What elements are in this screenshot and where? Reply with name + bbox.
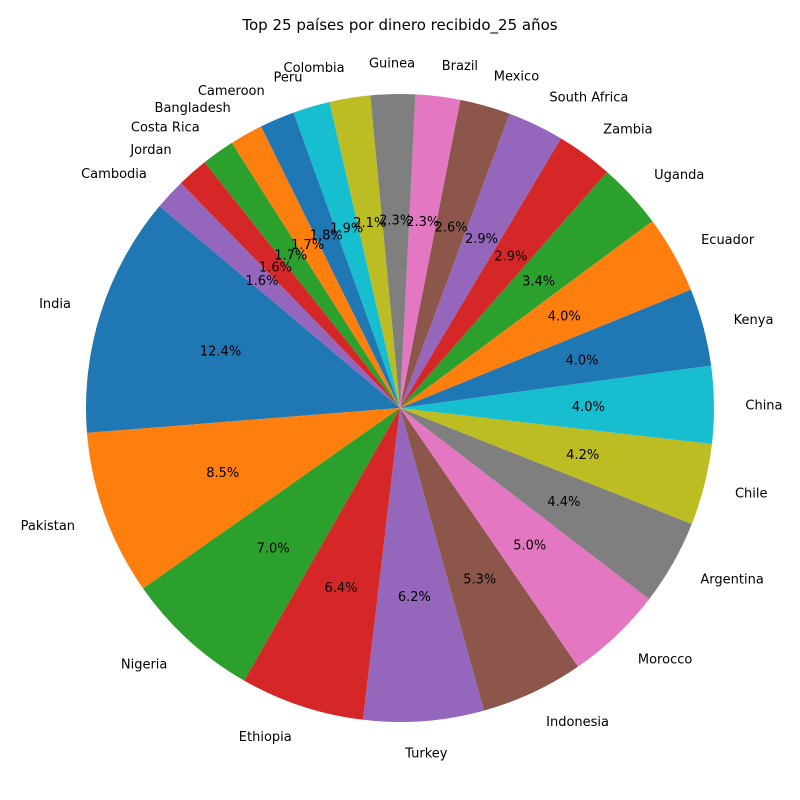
slice-label: Ecuador	[701, 233, 755, 248]
slice-label: Indonesia	[546, 715, 609, 730]
slice-percent-label: 8.5%	[206, 466, 239, 481]
slice-percent-label: 1.6%	[245, 274, 278, 289]
slice-label: China	[745, 398, 782, 413]
slice-percent-label: 2.3%	[406, 215, 439, 230]
slice-label: Argentina	[700, 573, 763, 588]
slice-percent-label: 6.4%	[324, 581, 357, 596]
pie-slice-china	[400, 365, 715, 445]
slice-percent-label: 5.3%	[463, 573, 496, 588]
slice-label: Turkey	[404, 746, 448, 761]
slice-label: Bangladesh	[155, 101, 231, 116]
slice-label: Brazil	[442, 59, 478, 74]
pie-slice-brazil	[400, 94, 461, 408]
slice-label: Zambia	[603, 123, 652, 138]
pie-slices	[85, 94, 715, 722]
pie-percent-labels: 12.4% 8.5% 7.0% 6.4% 6.2% 5.3% 5.0% 4.4% 4.2% 4.0…	[200, 214, 605, 605]
pie-slice-turkey	[363, 408, 484, 722]
slice-percent-label: 5.0%	[513, 539, 546, 554]
slice-label: Colombia	[284, 61, 345, 76]
pie-slice-guinea	[370, 94, 416, 409]
slice-percent-label: 6.2%	[398, 590, 431, 605]
slice-label: Jordan	[129, 143, 171, 158]
slice-percent-label: 1.7%	[274, 249, 307, 264]
pie-slice-jordan	[180, 162, 400, 408]
slice-label: Ethiopia	[239, 730, 292, 745]
slice-percent-label: 1.7%	[291, 238, 324, 253]
slice-percent-label: 4.0%	[565, 353, 598, 368]
slice-percent-label: 2.9%	[465, 232, 498, 247]
slice-percent-label: 1.8%	[310, 229, 343, 244]
slice-label: South Africa	[549, 91, 628, 106]
pie-slice-india	[85, 206, 400, 433]
slice-percent-label: 1.6%	[259, 261, 292, 276]
pie-slice-mexico	[400, 99, 510, 408]
slice-percent-label: 2.3%	[379, 214, 412, 229]
pie-slice-south-africa	[400, 113, 561, 408]
slice-percent-label: 2.9%	[494, 250, 527, 265]
slice-label: Cambodia	[81, 167, 147, 182]
slice-label: Chile	[735, 486, 768, 501]
pie-slice-chile	[400, 408, 712, 524]
pie-slice-cameroon	[260, 112, 400, 408]
pie-slice-costa-rica	[204, 142, 400, 408]
slice-label: Kenya	[734, 313, 774, 328]
slice-label: Cameroon	[198, 84, 265, 99]
slice-label: Costa Rica	[131, 121, 200, 136]
slice-label: Mexico	[494, 70, 539, 85]
slice-label: Uganda	[654, 168, 704, 183]
slice-percent-label: 4.0%	[572, 400, 605, 415]
slice-percent-label: 7.0%	[257, 541, 290, 556]
slice-label: Pakistan	[21, 519, 75, 534]
slice-label: Nigeria	[121, 657, 168, 672]
pie-slice-argentina	[400, 408, 692, 600]
pie-slice-kenya	[400, 289, 712, 408]
pie-slice-ecuador	[400, 221, 691, 408]
pie-slice-ethiopia	[244, 408, 400, 720]
slice-percent-label: 4.4%	[547, 495, 580, 510]
pie-slice-bangladesh	[231, 126, 400, 408]
slice-percent-label: 4.2%	[566, 448, 599, 463]
slice-label: India	[39, 297, 71, 312]
pie-slice-morocco	[400, 408, 650, 667]
slice-percent-label: 2.1%	[353, 216, 386, 231]
slice-label: Guinea	[369, 57, 415, 72]
pie-slice-uganda	[400, 171, 653, 408]
slice-percent-label: 2.6%	[435, 221, 468, 236]
pie-slice-peru	[293, 102, 400, 408]
slice-percent-label: 4.0%	[548, 310, 581, 325]
chart-title: Top 25 países por dinero recibido_25 año…	[241, 16, 557, 35]
slice-percent-label: 1.9%	[330, 221, 363, 236]
pie-slice-nigeria	[143, 408, 400, 681]
slice-percent-label: 3.4%	[522, 274, 555, 289]
pie-slice-pakistan	[86, 408, 401, 589]
pie-slice-indonesia	[400, 408, 579, 711]
pie-slice-zambia	[400, 138, 608, 408]
slice-percent-label: 12.4%	[200, 345, 241, 360]
pie-slice-cambodia	[159, 183, 400, 408]
pie-slice-colombia	[329, 95, 400, 409]
slice-label: Morocco	[638, 652, 692, 667]
slice-label: Peru	[273, 71, 302, 86]
pie-labels: India Pakistan Nigeria Ethiopia Turkey Indone…	[21, 57, 783, 762]
